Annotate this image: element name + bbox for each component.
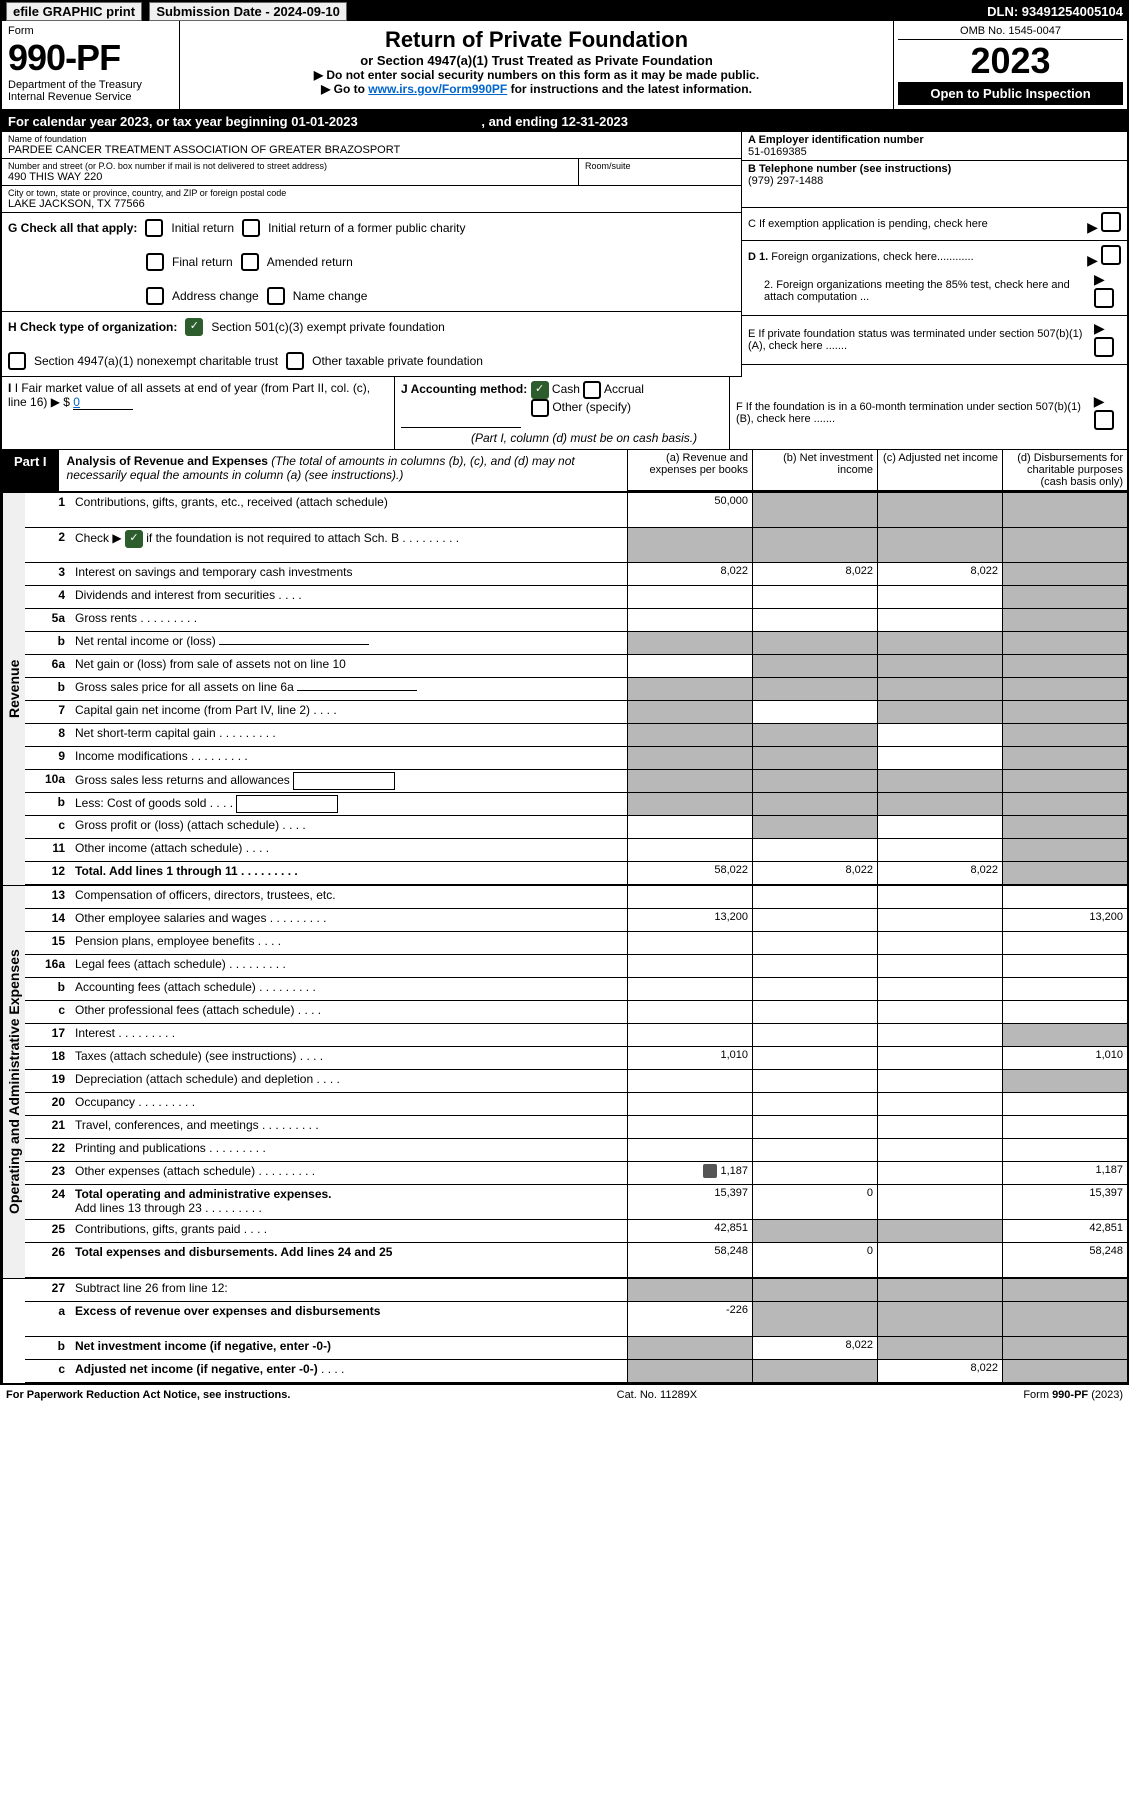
col-a-head: (a) Revenue and expenses per books	[627, 450, 752, 491]
fmv-link[interactable]: 0	[73, 395, 133, 410]
checkbox-amended[interactable]	[241, 253, 259, 271]
d-block: D 1. D 1. Foreign organizations, check h…	[742, 241, 1127, 316]
checkbox-final[interactable]	[146, 253, 164, 271]
attach-icon[interactable]	[703, 1164, 717, 1178]
checkbox-c[interactable]	[1101, 212, 1121, 232]
expenses-side-label: Operating and Administrative Expenses	[2, 886, 25, 1278]
city-box: City or town, state or province, country…	[2, 186, 741, 213]
form-id-block: Form 990-PF Department of the Treasury I…	[2, 21, 180, 109]
checkbox-e[interactable]	[1094, 337, 1114, 357]
checkbox-d1[interactable]	[1101, 245, 1121, 265]
top-bar: efile GRAPHIC print Submission Date - 20…	[2, 2, 1127, 21]
submission-date: Submission Date - 2024-09-10	[149, 2, 347, 21]
col-c-head: (c) Adjusted net income	[877, 450, 1002, 491]
col-d-head: (d) Disbursements for charitable purpose…	[1002, 450, 1127, 491]
year-block: OMB No. 1545-0047 2023 Open to Public In…	[893, 21, 1127, 109]
part-tab: Part I	[2, 450, 59, 491]
form-link[interactable]: www.irs.gov/Form990PF	[368, 82, 507, 96]
revenue-side-label: Revenue	[2, 493, 25, 885]
checkbox-cash[interactable]	[531, 381, 549, 399]
foundation-name-box: Name of foundation PARDEE CANCER TREATME…	[2, 132, 741, 159]
calendar-year-row: For calendar year 2023, or tax year begi…	[2, 111, 1127, 132]
f-block: F If the foundation is in a 60-month ter…	[729, 377, 1127, 449]
efile-label: efile GRAPHIC print	[6, 2, 142, 21]
col-b-head: (b) Net investment income	[752, 450, 877, 491]
checkbox-other-taxable[interactable]	[286, 352, 304, 370]
checkbox-4947[interactable]	[8, 352, 26, 370]
g-check-row: G Check all that apply: Initial return I…	[2, 213, 741, 312]
checkbox-other-method[interactable]	[531, 399, 549, 417]
checkbox-name[interactable]	[267, 287, 285, 305]
form-number: 990-PF	[8, 37, 173, 79]
checkbox-501c3[interactable]	[185, 318, 203, 336]
footer: For Paperwork Reduction Act Notice, see …	[0, 1385, 1129, 1405]
accounting-block: J Accounting method: Cash Accrual Other …	[395, 377, 729, 449]
form-title-block: Return of Private Foundation or Section …	[180, 21, 893, 109]
fmv-block: I I Fair market value of all assets at e…	[2, 377, 395, 449]
dln: DLN: 93491254005104	[987, 4, 1123, 19]
phone-box: B Telephone number (see instructions) (9…	[742, 161, 1127, 208]
ein-box: A Employer identification number 51-0169…	[742, 132, 1127, 161]
checkbox-accrual[interactable]	[583, 381, 601, 399]
c-block: C If exemption application is pending, c…	[742, 208, 1127, 241]
h-check-row: H Check type of organization: Section 50…	[2, 312, 741, 377]
checkbox-d2[interactable]	[1094, 288, 1114, 308]
checkbox-initial[interactable]	[145, 219, 163, 237]
checkbox-initial-former[interactable]	[242, 219, 260, 237]
address-box: Number and street (or P.O. box number if…	[2, 159, 579, 186]
e-block: E If private foundation status was termi…	[742, 316, 1127, 365]
room-box: Room/suite	[579, 159, 741, 186]
checkbox-address[interactable]	[146, 287, 164, 305]
checkbox-schb[interactable]	[125, 530, 143, 548]
checkbox-f[interactable]	[1094, 410, 1114, 430]
